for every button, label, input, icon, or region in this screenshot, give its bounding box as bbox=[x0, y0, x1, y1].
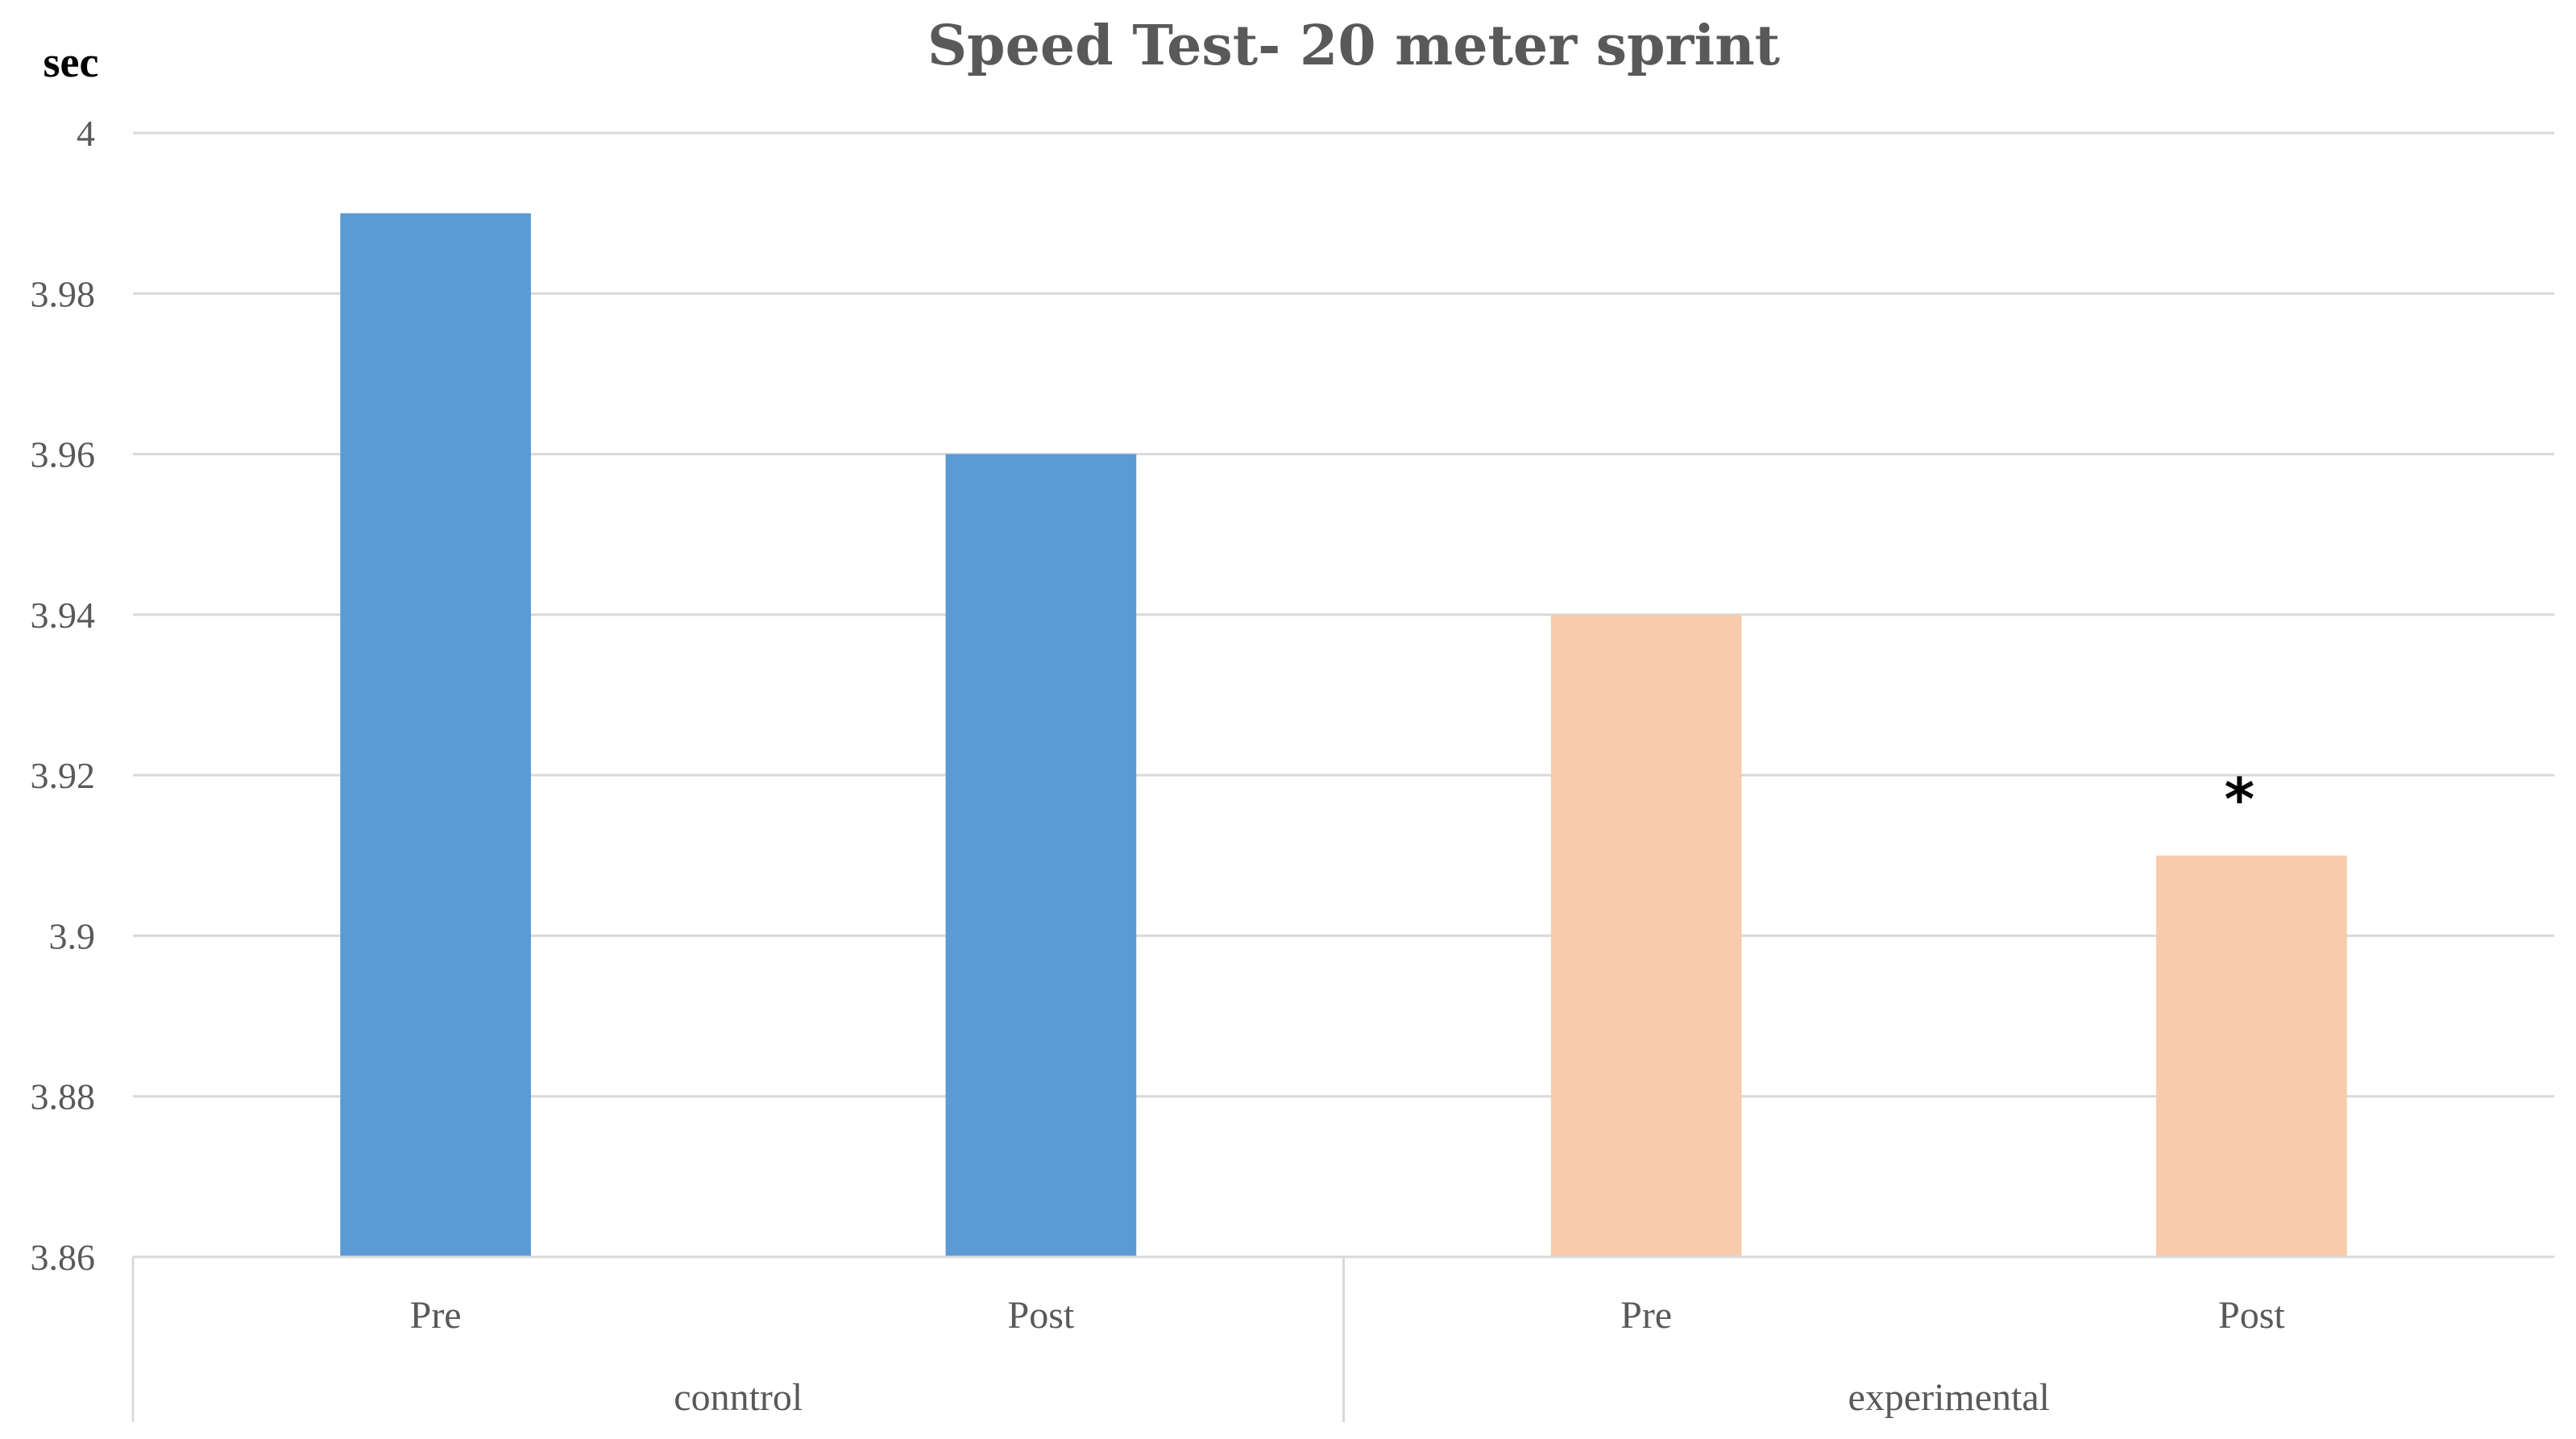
annotations: * bbox=[2225, 765, 2255, 833]
bar bbox=[1550, 614, 1742, 1257]
y-tick-label: 3.88 bbox=[31, 1076, 96, 1118]
bar bbox=[2156, 855, 2347, 1257]
y-axis-unit-label: sec bbox=[44, 38, 99, 86]
chart-title: Speed Test- 20 meter sprint bbox=[927, 14, 1781, 78]
x-category-label: Post bbox=[2218, 1294, 2285, 1337]
x-category-label: Pre bbox=[410, 1294, 462, 1337]
y-tick-label: 3.86 bbox=[31, 1237, 96, 1278]
y-tick-label: 4 bbox=[77, 113, 95, 154]
x-group-label: conntrol bbox=[674, 1376, 803, 1419]
x-group-label: experimental bbox=[1848, 1376, 2050, 1419]
y-tick-label: 3.94 bbox=[31, 595, 96, 636]
y-tick-label: 3.98 bbox=[31, 273, 96, 314]
bar bbox=[340, 213, 531, 1258]
x-category-label: Post bbox=[1008, 1294, 1075, 1337]
bar bbox=[945, 454, 1137, 1257]
y-axis-ticks: 4 3.98 3.96 3.94 3.92 3.9 3.88 3.86 bbox=[31, 113, 96, 1278]
y-tick-label: 3.9 bbox=[49, 915, 96, 956]
x-category-label: Pre bbox=[1620, 1294, 1672, 1337]
x-axis: Pre Post Pre Post conntrol experimental bbox=[131, 1255, 2554, 1422]
gridlines bbox=[133, 131, 2554, 1098]
significance-marker: * bbox=[2225, 765, 2255, 833]
y-tick-label: 3.96 bbox=[31, 434, 96, 475]
y-tick-label: 3.92 bbox=[31, 755, 96, 796]
bars bbox=[340, 213, 2347, 1258]
